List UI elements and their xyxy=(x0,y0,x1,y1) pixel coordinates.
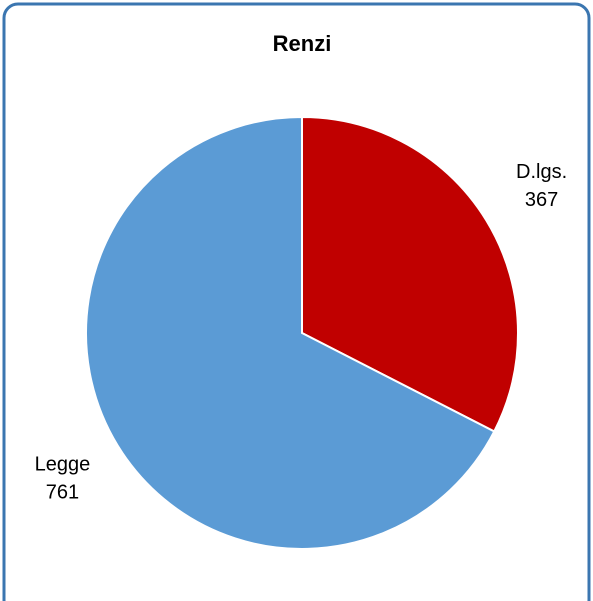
slice-value: 761 xyxy=(46,482,79,504)
chart-title: Renzi xyxy=(273,31,332,56)
pie-slice xyxy=(301,115,519,433)
pie-slice xyxy=(85,115,496,550)
slice-label: D.lgs. xyxy=(516,161,567,183)
slice-value: 367 xyxy=(525,189,558,211)
slice-label: Legge xyxy=(35,454,91,476)
